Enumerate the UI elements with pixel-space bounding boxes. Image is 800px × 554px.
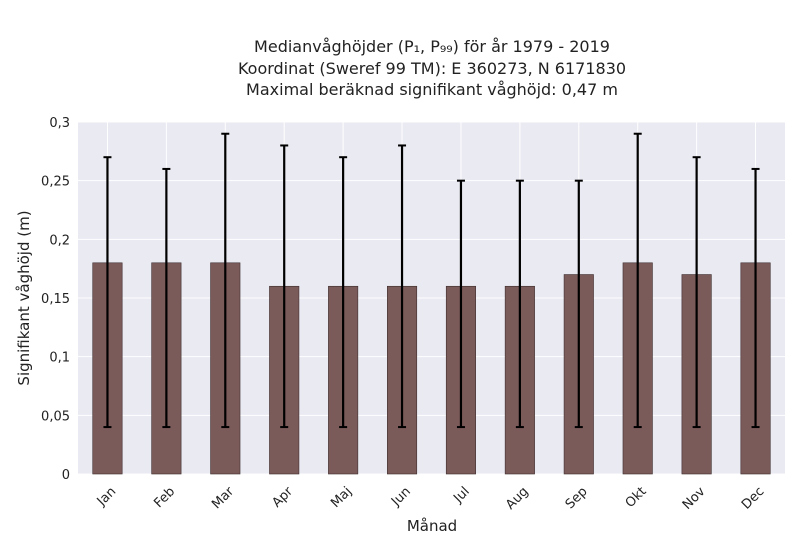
x-tick-label-jun: Jun bbox=[388, 484, 414, 510]
y-tick-label: 0,2 bbox=[49, 233, 70, 248]
error-bar-mar bbox=[221, 132, 230, 429]
y-tick-label: 0,25 bbox=[41, 175, 70, 190]
error-bar-maj bbox=[339, 156, 348, 429]
error-bar-jan bbox=[103, 156, 112, 429]
error-bar-feb bbox=[162, 167, 171, 429]
y-tick-label: 0,1 bbox=[49, 351, 70, 366]
x-tick-label-dec: Dec bbox=[739, 484, 767, 512]
x-tick-label-aug: Aug bbox=[503, 484, 532, 513]
chart-title-line-2: Koordinat (Sweref 99 TM): E 360273, N 61… bbox=[238, 59, 626, 78]
x-tick-label-sep: Sep bbox=[563, 484, 591, 512]
x-axis-ticks: Jan Feb Mar Apr Maj Jun Jul Aug Sep Okt Nov Dec bbox=[94, 484, 768, 513]
error-bar-nov bbox=[692, 156, 701, 429]
chart-title-line-3: Maximal beräknad signifikant våghöjd: 0,… bbox=[246, 80, 618, 99]
y-axis-ticks: 0 0,05 0,1 0,15 0,2 0,25 0,3 bbox=[41, 116, 70, 483]
y-tick-label: 0,05 bbox=[41, 409, 70, 424]
y-tick-label: 0,15 bbox=[41, 292, 70, 307]
x-axis-label: Månad bbox=[407, 517, 457, 535]
x-tick-label-nov: Nov bbox=[680, 484, 709, 513]
y-axis-label: Signifikant våghöjd (m) bbox=[15, 210, 33, 385]
y-tick-label: 0,3 bbox=[49, 116, 70, 131]
x-tick-label-apr: Apr bbox=[270, 484, 297, 511]
x-tick-label-maj: Maj bbox=[328, 484, 355, 511]
chart-title: Medianvåghöjder (P₁, P₉₉) för år 1979 - … bbox=[238, 37, 626, 99]
x-tick-label-mar: Mar bbox=[209, 484, 237, 512]
chart-title-line-1: Medianvåghöjder (P₁, P₉₉) för år 1979 - … bbox=[254, 37, 610, 56]
error-bar-jun bbox=[398, 144, 407, 429]
x-tick-label-jul: Jul bbox=[450, 484, 472, 506]
error-bar-aug bbox=[515, 179, 524, 429]
error-bar-okt bbox=[633, 132, 642, 429]
error-bar-jul bbox=[456, 179, 465, 429]
x-tick-label-jan: Jan bbox=[94, 484, 119, 509]
error-bar-dec bbox=[751, 167, 760, 429]
x-tick-label-okt: Okt bbox=[623, 484, 650, 511]
y-tick-label: 0 bbox=[62, 468, 70, 483]
error-bars bbox=[103, 132, 760, 429]
error-bar-apr bbox=[280, 144, 289, 429]
error-bar-sep bbox=[574, 179, 583, 429]
x-tick-label-feb: Feb bbox=[151, 484, 178, 511]
